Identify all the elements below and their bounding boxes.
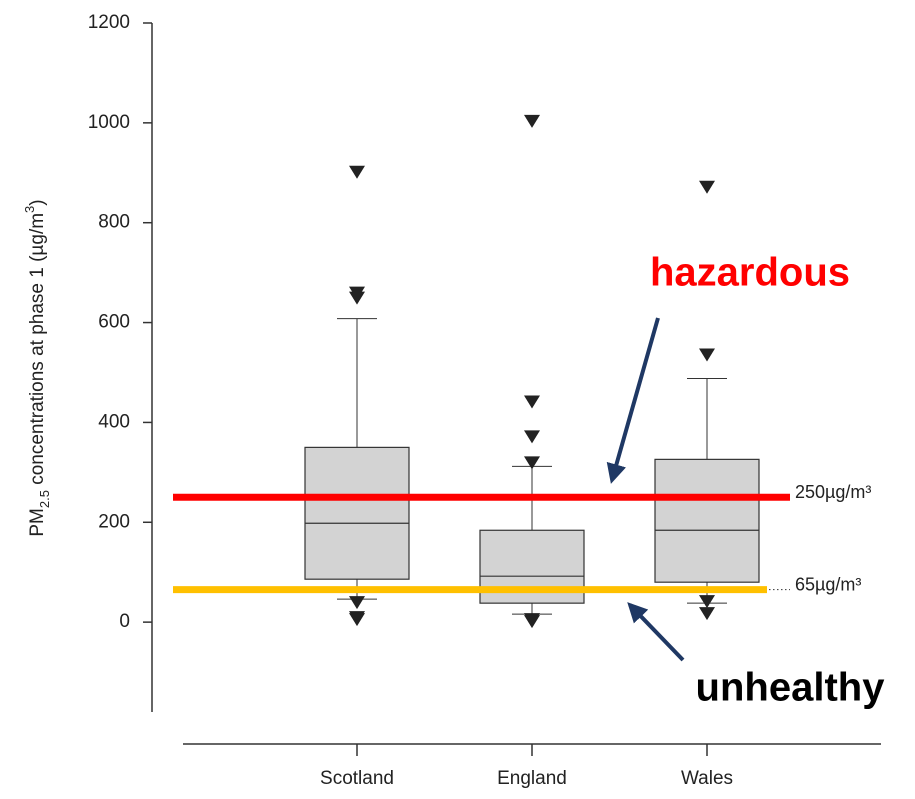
y-tick-label: 1200 — [88, 12, 130, 33]
annotation: unhealthy — [696, 666, 886, 710]
outlier — [699, 595, 715, 609]
outlier — [524, 114, 540, 128]
outlier — [524, 395, 540, 409]
y-tick-label: 1000 — [88, 112, 130, 133]
outlier — [699, 607, 715, 621]
x-tick-label: Wales — [681, 768, 733, 789]
outlier — [349, 291, 365, 305]
y-tick-label: 400 — [98, 411, 130, 432]
threshold-label: 250µg/m³ — [795, 482, 871, 502]
outlier — [524, 456, 540, 470]
outlier — [349, 613, 365, 627]
outlier — [349, 596, 365, 610]
outlier — [699, 180, 715, 194]
y-axis-label: PM2.5 concentrations at phase 1 (µg/m3) — [22, 199, 52, 536]
outlier — [349, 165, 365, 179]
arrow — [606, 317, 660, 484]
x-tick-label: Scotland — [320, 768, 394, 789]
outlier — [524, 430, 540, 444]
y-tick-label: 0 — [119, 611, 130, 632]
outlier — [524, 615, 540, 629]
annotation: hazardous — [650, 251, 850, 295]
arrow — [627, 602, 685, 662]
y-tick-label: 800 — [98, 212, 130, 233]
y-tick-label: 600 — [98, 312, 130, 333]
threshold-label: 65µg/m³ — [795, 574, 861, 594]
x-tick-label: England — [497, 768, 567, 789]
box — [654, 458, 760, 583]
outlier — [699, 348, 715, 362]
y-tick-label: 200 — [98, 511, 130, 532]
box — [304, 446, 410, 580]
